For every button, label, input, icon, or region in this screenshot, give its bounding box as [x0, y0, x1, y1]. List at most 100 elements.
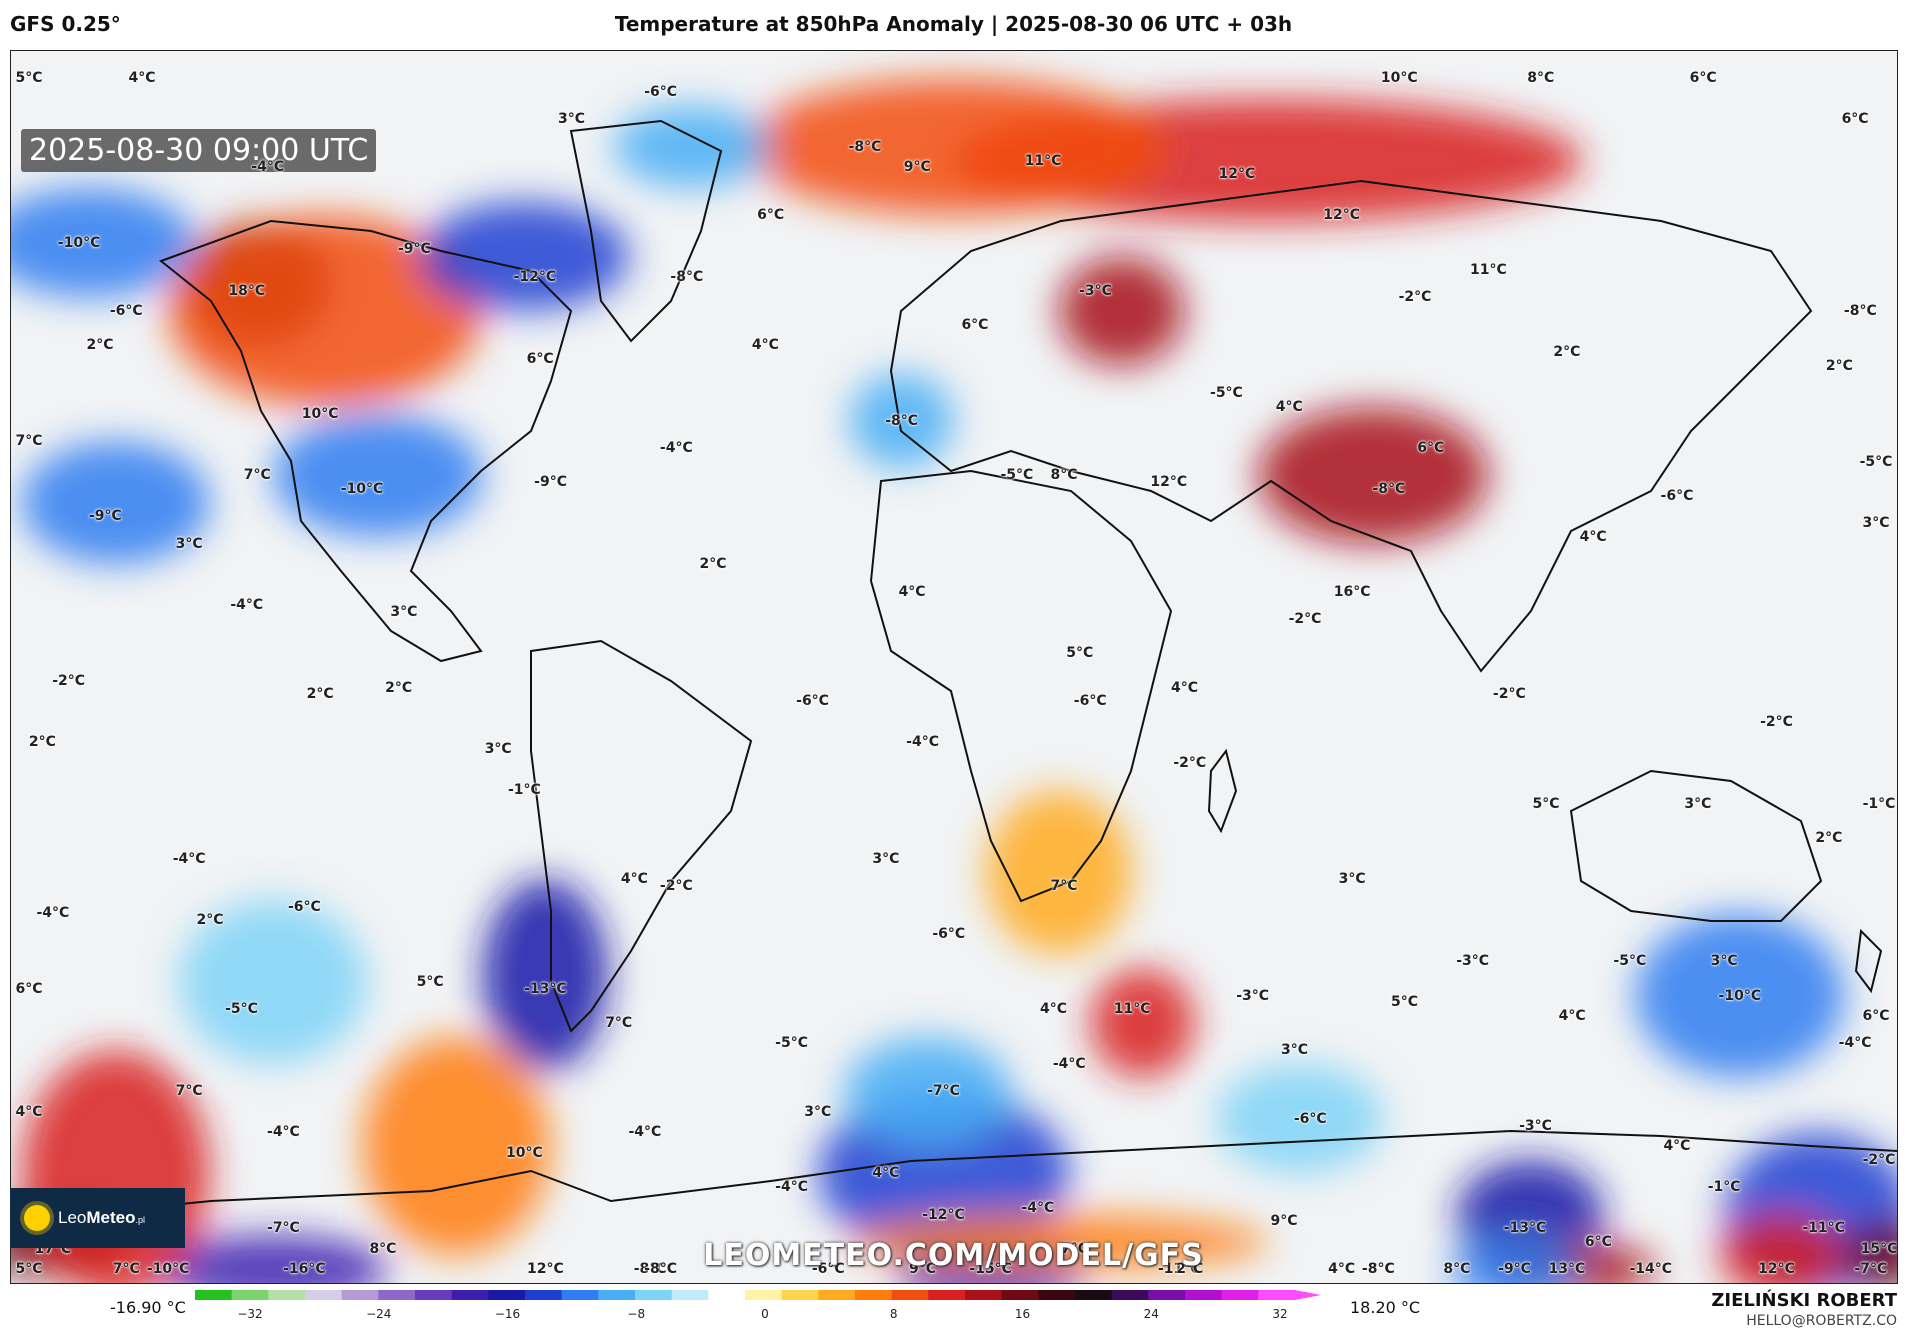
temperature-label: 8°C — [1050, 467, 1078, 484]
temperature-label: -3°C — [1519, 1117, 1552, 1134]
legend-colorbar: −32 −24 −16 −8 0 8 16 24 32 — [195, 1290, 1321, 1321]
temperature-label: -12°C — [513, 268, 557, 285]
author-email[interactable]: HELLO@ROBERTZ.CO — [1746, 1313, 1897, 1329]
legend-swatch — [965, 1290, 1003, 1300]
temperature-label: -2°C — [659, 878, 693, 895]
temperature-label: 12°C — [1218, 166, 1256, 183]
temperature-label: 9°C — [909, 1261, 937, 1278]
legend-swatch — [305, 1290, 343, 1300]
temperature-label: -7°C — [267, 1220, 300, 1237]
map-canvas — [11, 51, 1897, 1283]
antarctica-outline — [11, 1129, 1897, 1222]
temperature-label: -2°C — [1173, 754, 1207, 771]
north-america-outline — [158, 219, 573, 663]
temperature-label: 6°C — [1862, 1008, 1890, 1025]
legend-swatch — [781, 1290, 819, 1300]
temperature-label: -9°C — [1498, 1261, 1531, 1278]
temperature-label: -5°C — [1859, 453, 1893, 470]
temperature-label: -7°C — [927, 1083, 960, 1100]
anomaly-field-a19 — [157, 1235, 389, 1283]
temperature-label: -8°C — [885, 412, 919, 429]
temperature-label: 6°C — [1417, 439, 1445, 456]
temperature-label: 5°C — [1532, 795, 1560, 812]
anomaly-field-a31 — [178, 899, 368, 1064]
anomaly-field-a28 — [985, 790, 1133, 955]
temperature-label: 6°C — [1584, 1233, 1612, 1250]
temperature-label: -12°C — [922, 1206, 965, 1223]
temperature-label: 3°C — [1281, 1042, 1309, 1059]
temperature-label: 12°C — [1323, 207, 1361, 224]
eurasia-outline — [889, 179, 1813, 673]
temperature-label: 10°C — [1380, 70, 1418, 87]
temperature-label: 2°C — [1176, 1261, 1204, 1278]
temperature-label: -5°C — [1613, 953, 1647, 970]
legend-tick-label: −8 — [627, 1307, 645, 1321]
temperature-label: 4°C — [1275, 398, 1303, 415]
legend-swatch — [415, 1290, 453, 1300]
leometeo-logo[interactable]: LeoMeteo.pl — [10, 1188, 185, 1248]
south-america-outline — [530, 639, 753, 1033]
temperature-label: 6°C — [1841, 111, 1869, 128]
legend-tick-label: 16 — [1015, 1307, 1030, 1321]
legend-swatch — [268, 1290, 306, 1300]
temperature-label: 15°C — [1860, 1240, 1898, 1257]
temperature-label: -10°C — [1718, 987, 1762, 1004]
anomaly-field-a8 — [11, 187, 195, 298]
temperature-label: -16°C — [283, 1261, 326, 1278]
temperature-label: 2°C — [699, 556, 727, 573]
legend-swatch — [745, 1290, 783, 1300]
temperature-label: -6°C — [796, 693, 829, 710]
anomaly-field-a29 — [843, 1036, 1012, 1147]
temperature-label: 2°C — [306, 686, 334, 703]
legend-swatch — [1221, 1290, 1259, 1300]
legend-swatch — [598, 1290, 636, 1300]
temperature-label: 2°C — [385, 679, 413, 696]
legend-tick-label: 0 — [761, 1307, 769, 1321]
legend-tick-label: 8 — [890, 1307, 898, 1321]
temperature-label: 5°C — [416, 973, 444, 990]
temperature-label: -8°C — [1372, 481, 1406, 498]
temperature-label: 2°C — [1553, 344, 1581, 361]
temperature-label: -4°C — [906, 734, 939, 751]
temperature-label: -10°C — [146, 1261, 190, 1278]
anomaly-field-a13 — [482, 879, 609, 1071]
temperature-label: 3°C — [558, 111, 586, 128]
temperature-label: -11°C — [1157, 1261, 1201, 1278]
legend-swatch — [488, 1290, 526, 1300]
temperature-label: -4°C — [775, 1179, 809, 1196]
temperature-label: 8°C — [1527, 70, 1555, 87]
anomaly-map[interactable]: 2025-08-30 09:00 UTC 5°C 4°C -6°C 3°C -8°C 9°… — [10, 50, 1898, 1284]
temperature-label: 11°C — [1113, 1001, 1151, 1018]
model-name: GFS 0.25° — [10, 12, 121, 36]
temperature-label: 5°C — [15, 1261, 43, 1278]
legend-swatch — [1111, 1290, 1149, 1300]
anomaly-field-a23 — [1718, 1214, 1845, 1283]
anomaly-field-a11 — [21, 441, 211, 565]
temperature-label: 4°C — [128, 70, 156, 87]
temperature-label: 4°C — [751, 337, 779, 354]
madagascar-outline — [1207, 748, 1238, 834]
temperature-label: 2°C — [1825, 357, 1853, 374]
legend-swatch — [341, 1290, 379, 1300]
coastlines — [11, 119, 1897, 1222]
temperature-label: -8°C — [848, 138, 882, 155]
temperature-label: -5°C — [1210, 385, 1243, 402]
anomaly-field-a32 — [849, 1214, 1269, 1270]
temperature-label: -9°C — [397, 241, 431, 258]
legend-tick-label: −32 — [237, 1307, 262, 1321]
temperature-label: -11°C — [1802, 1220, 1845, 1237]
temperature-label: -2°C — [1288, 611, 1322, 628]
temperature-label: -2°C — [1760, 713, 1793, 730]
temperature-label: 4°C — [15, 1103, 43, 1120]
temperature-label: -4°C — [36, 905, 70, 922]
temperature-label: 3°C — [1710, 953, 1738, 970]
temperature-label: -6°C — [109, 303, 143, 320]
legend-swatch — [1075, 1290, 1113, 1300]
temperature-label: -2°C — [1862, 1151, 1896, 1168]
temperature-label: 4°C — [1558, 1008, 1586, 1025]
author-credit: ZIELIŃSKI ROBERT HELLO@ROBERTZ.CO — [1711, 1290, 1897, 1329]
temperature-label: 7°C — [112, 1261, 140, 1278]
temperature-label: 3°C — [175, 535, 203, 552]
temperature-label: 4°C — [1579, 528, 1607, 545]
temperature-label: 4°C — [872, 1165, 900, 1182]
